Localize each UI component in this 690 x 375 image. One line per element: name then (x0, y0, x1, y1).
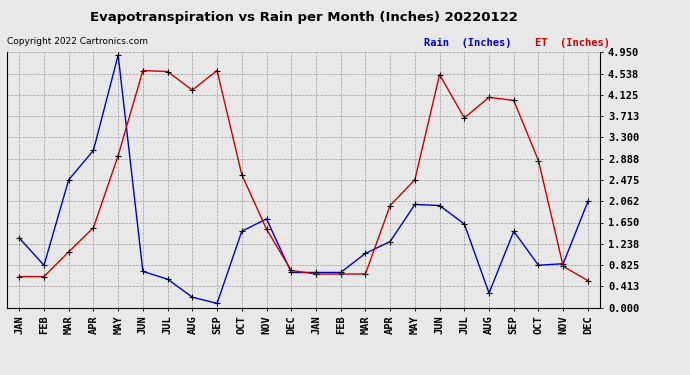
Text: Copyright 2022 Cartronics.com: Copyright 2022 Cartronics.com (7, 38, 148, 46)
Text: Rain  (Inches): Rain (Inches) (424, 38, 512, 48)
Text: ET  (Inches): ET (Inches) (535, 38, 610, 48)
Text: Evapotranspiration vs Rain per Month (Inches) 20220122: Evapotranspiration vs Rain per Month (In… (90, 11, 518, 24)
